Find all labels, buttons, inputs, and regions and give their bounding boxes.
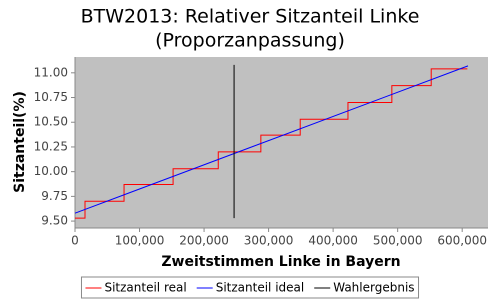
legend-label: Sitzanteil ideal (216, 281, 305, 295)
y-tick-label: 9.50 (41, 214, 68, 228)
series-line (74, 65, 469, 214)
x-tick-label: 600,000 (437, 234, 487, 248)
legend-label: Sitzanteil real (104, 281, 186, 295)
x-tick-label: 200,000 (179, 234, 229, 248)
x-tick-label: 100,000 (115, 234, 165, 248)
plot-area (75, 57, 488, 228)
y-tick-label: 11.00 (34, 65, 68, 79)
legend-label: Wahlergebnis (333, 281, 414, 295)
y-tick-label: 9.75 (41, 189, 68, 203)
x-tick-label: 400,000 (308, 234, 358, 248)
y-tick-label: 10.00 (34, 164, 68, 178)
x-tick-label: 500,000 (373, 234, 423, 248)
x-tick-label: 0 (71, 234, 79, 248)
chart-title: BTW2013: Relativer Sitzanteil Linke (81, 6, 420, 28)
legend-box (80, 276, 420, 299)
y-tick-label: 10.25 (34, 139, 68, 153)
x-tick-label: 300,000 (244, 234, 294, 248)
chart-subtitle: (Proporzanpassung) (155, 30, 345, 52)
y-axis-label: Sitzanteil(%) (12, 91, 28, 193)
y-tick-label: 10.75 (34, 90, 68, 104)
x-axis-label: Zweitstimmen Linke in Bayern (161, 254, 400, 270)
y-tick-label: 10.50 (34, 115, 68, 129)
legend: Sitzanteil real Sitzanteil ideal Wahlergeb… (80, 276, 420, 299)
